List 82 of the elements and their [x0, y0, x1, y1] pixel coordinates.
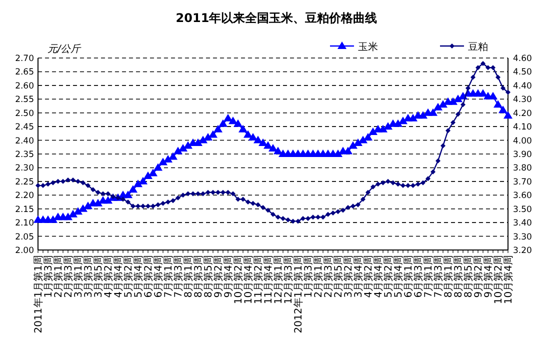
x-tick-label: 7月第3周: [432, 255, 444, 298]
x-tick-label: 8月第3周: [452, 255, 464, 298]
x-tick-label: 2月第3周: [62, 255, 74, 298]
y2-tick-label: 3.20: [513, 246, 532, 256]
y2-tick-label: 3.80: [513, 164, 532, 174]
x-tick-label: 9月第4周: [222, 255, 234, 298]
x-tick-label: 10月第2周: [492, 255, 504, 304]
y-tick-label: 2.00: [15, 246, 34, 256]
y2-tick-label: 4.30: [513, 95, 532, 106]
x-tick-label: 6月第4周: [152, 255, 164, 298]
y2-tick-label: 3.90: [513, 150, 532, 160]
x-tick-label: 5月第4周: [392, 255, 404, 298]
x-tick-label: 10月第4周: [502, 255, 514, 304]
x-tick-label: 2011年1月第1周: [32, 255, 44, 334]
y2-tick-label: 3.50: [513, 204, 532, 215]
chart-title: 2011年以来全国玉米、豆粕价格曲线: [176, 11, 378, 25]
y-tick-label: 2.40: [15, 136, 34, 146]
y2-tick-label: 4.20: [513, 108, 532, 119]
x-tick-label: 5月第2周: [122, 255, 134, 298]
x-tick-label: 8月第1周: [442, 255, 454, 298]
y-tick-label: 2.25: [15, 177, 34, 188]
y-tick-label: 2.45: [15, 122, 34, 133]
y-tick-label: 2.30: [15, 164, 34, 174]
x-tick-label: 7月第3周: [172, 255, 184, 298]
y-tick-label: 2.55: [15, 95, 34, 106]
x-tick-label: 9月第2周: [212, 255, 224, 298]
x-tick-label: 11月第2周: [252, 255, 264, 304]
y2-tick-label: 3.40: [513, 218, 532, 229]
x-tick-label: 3月第3周: [82, 255, 94, 298]
y2-tick-label: 3.70: [513, 177, 532, 188]
x-tick-label: 6月第1周: [402, 255, 414, 298]
legend-label: 玉米: [358, 41, 378, 53]
y2-tick-label: 3.60: [513, 191, 532, 202]
x-tick-label: 4月第2周: [362, 255, 374, 298]
x-tick-label: 4月第4周: [112, 255, 124, 298]
x-tick-label: 12月第3周: [282, 255, 294, 304]
x-tick-label: 2月第5周: [332, 255, 344, 298]
x-tick-label: 6月第2周: [142, 255, 154, 298]
x-tick-label: 9月第4周: [482, 255, 494, 298]
y-axis-title: 元/公斤: [47, 43, 82, 55]
x-tick-label: 9月第2周: [472, 255, 484, 298]
y-tick-label: 2.15: [15, 204, 34, 215]
x-tick-label: 5月第4周: [132, 255, 144, 298]
x-tick-label: 8月第5周: [462, 255, 474, 298]
x-tick-label: 6月第3周: [412, 255, 424, 298]
x-tick-label: 12月第1周: [272, 255, 284, 304]
x-tick-label: 7月第1周: [422, 255, 434, 298]
x-tick-label: 7月第1周: [162, 255, 174, 298]
y2-tick-label: 4.40: [513, 81, 532, 92]
x-tick-label: 1月第3周: [302, 255, 314, 298]
y2-tick-label: 4.50: [513, 68, 532, 78]
x-tick-label: 2月第3周: [322, 255, 334, 298]
y-tick-label: 2.50: [15, 108, 34, 119]
y2-tick-label: 3.30: [513, 232, 532, 242]
x-tick-label: 3月第1周: [72, 255, 84, 298]
y2-tick-label: 4.60: [513, 54, 532, 64]
y-tick-label: 2.20: [15, 191, 34, 202]
x-tick-label: 8月第1周: [182, 255, 194, 298]
x-tick-label: 2月第1周: [52, 255, 64, 298]
y2-tick-label: 4.00: [513, 136, 532, 146]
legend-label: 豆粕: [468, 42, 488, 53]
x-tick-label: 8月第5周: [202, 255, 214, 298]
y-tick-label: 2.60: [15, 81, 34, 92]
y-tick-label: 2.70: [15, 54, 34, 64]
x-tick-label: 3月第5周: [92, 255, 104, 298]
x-tick-label: 11月第4周: [262, 255, 274, 304]
x-tick-label: 2月第1周: [312, 255, 324, 298]
x-tick-label: 2012年1月第1周: [292, 255, 304, 334]
x-tick-label: 3月第2周: [342, 255, 354, 298]
x-tick-label: 4月第4周: [372, 255, 384, 298]
y2-tick-label: 4.10: [513, 122, 532, 133]
y-tick-label: 2.10: [15, 218, 34, 229]
x-tick-label: 1月第3周: [42, 255, 54, 298]
x-tick-label: 4月第2周: [102, 255, 114, 298]
x-tick-label: 8月第3周: [192, 255, 204, 298]
y-tick-label: 2.35: [15, 150, 34, 160]
x-tick-label: 3月第4周: [352, 255, 364, 298]
x-tick-label: 5月第2周: [382, 255, 394, 298]
y-tick-label: 2.65: [15, 68, 34, 78]
y-tick-label: 2.05: [15, 232, 34, 242]
x-tick-label: 10月第2周: [232, 255, 244, 304]
x-tick-label: 10月第4周: [242, 255, 254, 304]
